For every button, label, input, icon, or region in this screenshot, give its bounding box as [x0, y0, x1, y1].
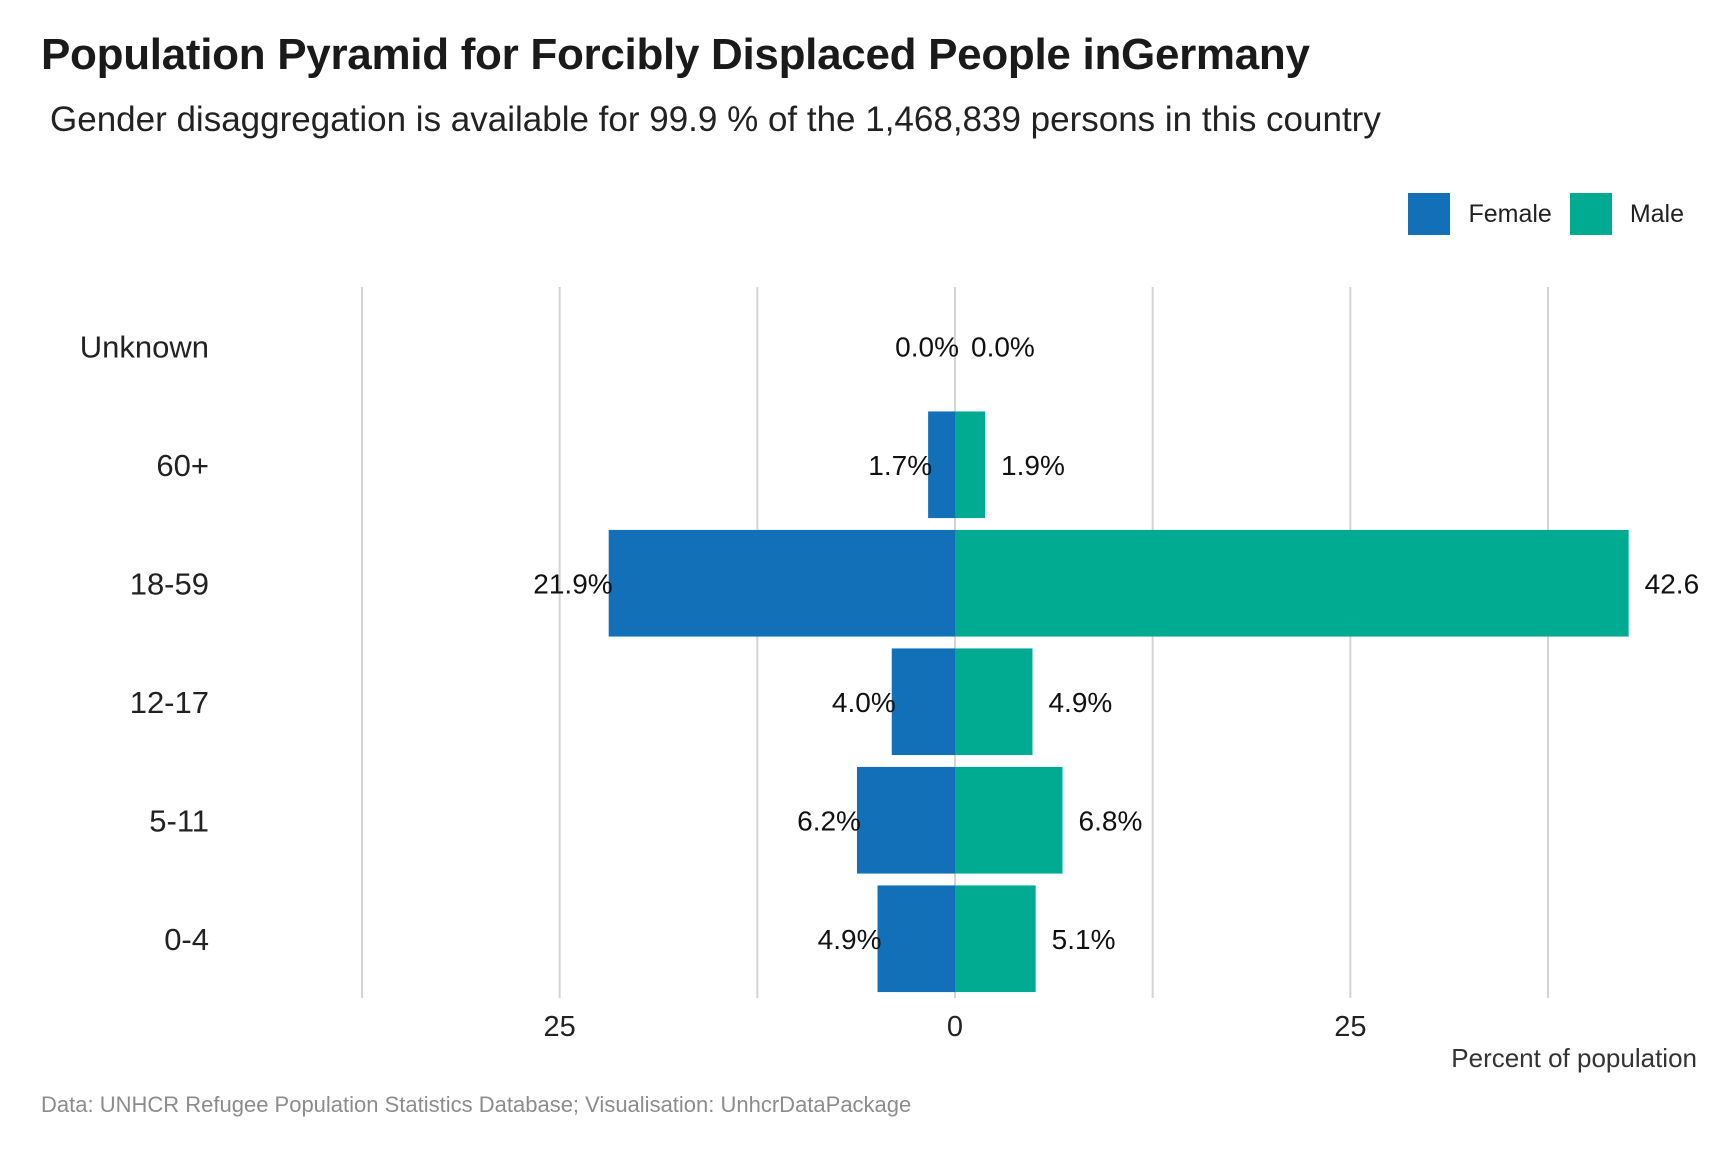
y-axis-label: 12-17 — [130, 685, 209, 720]
data-label-male: 1.9% — [1001, 450, 1065, 481]
data-label-male: 5.1% — [1052, 924, 1116, 955]
y-axis-label: 5-11 — [149, 803, 209, 838]
bar-female — [891, 648, 955, 756]
bar-female — [877, 885, 955, 993]
legend: Female Male — [1390, 193, 1684, 235]
data-label-male: 6.8% — [1079, 805, 1143, 836]
bars — [608, 411, 1629, 993]
legend-label-female: Female — [1468, 199, 1552, 228]
x-axis-ticks: 25 0 25 — [544, 1011, 1367, 1043]
legend-label-male: Male — [1629, 199, 1684, 228]
y-axis-labels: Unknown 60+ 18-59 12-17 5-11 0-4 — [80, 329, 209, 957]
bar-male — [955, 885, 1036, 993]
data-label-female: 1.7% — [868, 450, 932, 481]
x-axis-title: Percent of population — [1451, 1043, 1697, 1073]
data-label-female: 4.0% — [832, 687, 896, 718]
legend-item-female: Female — [1408, 193, 1552, 235]
data-label-female: 4.9% — [818, 924, 882, 955]
legend-swatch-male — [1569, 193, 1612, 235]
bar-male — [955, 411, 986, 519]
bar-male — [955, 766, 1063, 874]
bar-female — [608, 529, 955, 637]
x-tick-label: 0 — [947, 1011, 963, 1043]
y-axis-label: 18-59 — [130, 566, 209, 601]
data-label-female: 21.9% — [533, 568, 612, 599]
data-label-male: 42.6 — [1645, 568, 1700, 599]
bar-male — [955, 529, 1629, 637]
data-label-female: 0.0% — [895, 331, 959, 362]
grid-lines — [361, 287, 1549, 998]
y-axis-label: 0-4 — [164, 922, 209, 957]
legend-item-male: Male — [1569, 193, 1684, 235]
bar-female — [928, 411, 955, 519]
data-label-male: 0.0% — [971, 331, 1035, 362]
chart-title: Population Pyramid for Forcibly Displace… — [41, 30, 1310, 79]
data-label-female: 6.2% — [797, 805, 861, 836]
caption: Data: UNHCR Refugee Population Statistic… — [41, 1092, 912, 1117]
bar-male — [955, 648, 1033, 756]
x-tick-label: 25 — [544, 1011, 576, 1043]
y-axis-label: Unknown — [80, 329, 209, 364]
chart-subtitle: Gender disaggregation is available for 9… — [50, 100, 1381, 139]
legend-swatch-female — [1408, 193, 1451, 235]
data-label-male: 4.9% — [1048, 687, 1112, 718]
x-tick-label: 25 — [1334, 1011, 1366, 1043]
data-labels: 0.0% 0.0% 1.7% 1.9% 21.9% 42.6 4.0% 4.9% 6.2% 6.8… — [533, 331, 1699, 955]
y-axis-label: 60+ — [156, 448, 209, 483]
bar-female — [856, 766, 955, 874]
